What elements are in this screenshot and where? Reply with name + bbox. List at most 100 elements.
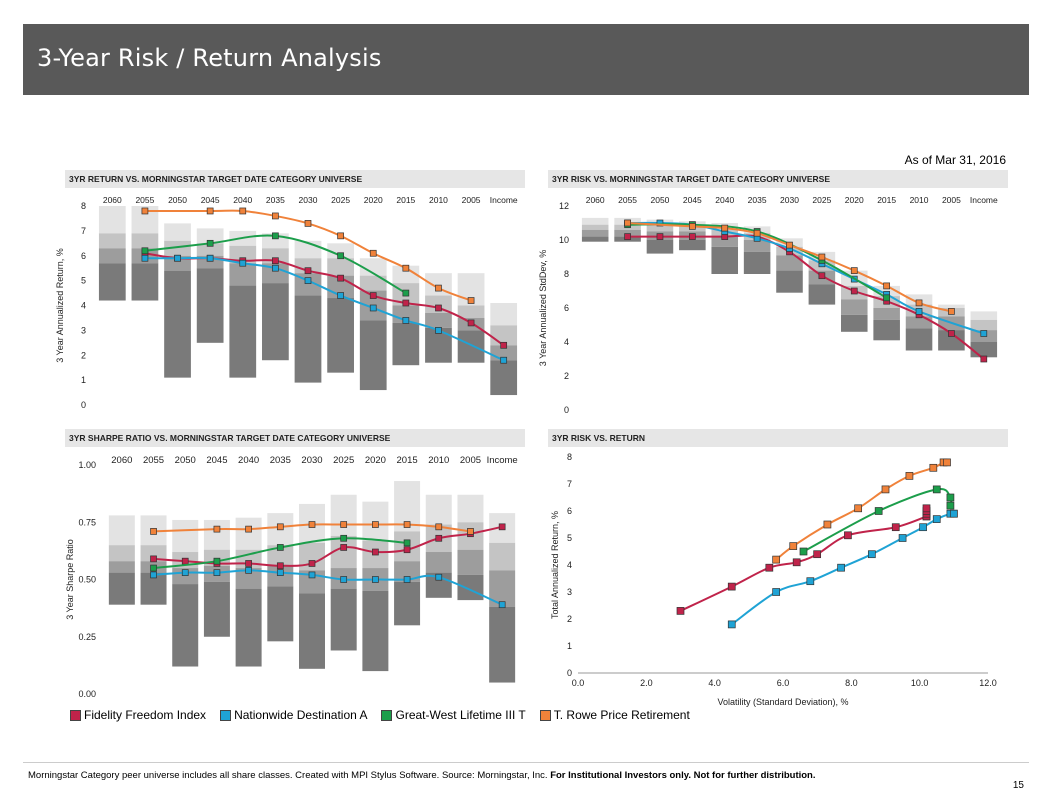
chart-2-series-point	[980, 330, 988, 337]
chart-3-quartile-box	[235, 588, 262, 667]
chart-3-series-point	[245, 566, 252, 574]
chart-1-quartile-box	[196, 243, 224, 256]
chart-1-series-point	[304, 277, 312, 284]
chart-2-quartile-box	[581, 236, 609, 242]
chart-2-vintage-label: 2040	[715, 195, 734, 205]
chart-1-vintage-label: 2035	[266, 195, 285, 205]
legend-swatch-fidelity	[70, 709, 81, 721]
chart-3-series-point	[435, 523, 443, 531]
chart-4-series-point	[874, 507, 883, 515]
chart-2-vintage-label: 2050	[651, 195, 670, 205]
chart-3-series-point	[213, 557, 221, 565]
chart-1-series-point	[272, 212, 279, 220]
chart-3-quartile-box	[299, 593, 325, 669]
chart-3-series-point	[150, 564, 157, 572]
chart-2-vintage-label: 2055	[618, 195, 637, 205]
chart-3-series-point	[150, 528, 157, 535]
chart-4-series-point	[881, 485, 890, 494]
chart-2-series-point	[656, 219, 664, 227]
chart-2-series-point	[883, 294, 891, 302]
chart-3-series-point	[276, 562, 284, 570]
chart-1-quartile-box	[229, 263, 257, 286]
legend-swatch-great-west	[381, 709, 393, 721]
chart-3-y-axis-label: 3 Year Sharpe Ratio	[65, 539, 75, 620]
chart-3-series-point	[403, 576, 411, 583]
chart-1-quartile-box	[359, 258, 387, 276]
chart-2-vintage-label: 2035	[748, 195, 767, 205]
chart-1-series-point	[337, 274, 344, 282]
chart-3-series-point	[150, 555, 157, 563]
chart-2-quartile-box	[840, 314, 868, 332]
legend-swatch-trowe	[539, 709, 551, 721]
chart-3-quartile-box	[457, 494, 484, 523]
chart-1-series-point	[141, 207, 149, 215]
chart-1-y-tick: 4	[81, 301, 86, 311]
chart-3-vintage-label: 2020	[365, 455, 386, 466]
chart-3-series-point	[340, 576, 348, 583]
chart-4-series-point	[823, 520, 832, 529]
page-number: 15	[1012, 780, 1024, 791]
chart-3-quartile-box	[108, 545, 135, 562]
chart-1-quartile-box	[490, 303, 518, 326]
chart-1-series-point	[402, 264, 410, 272]
chart-3-title: 3YR SHARPE RATIO VS. MORNINGSTAR TARGET …	[65, 429, 525, 447]
chart-2-quartile-box	[679, 240, 706, 251]
chart-4-y-tick: 8	[567, 452, 572, 462]
chart-2-quartile-box	[711, 246, 739, 274]
chart-3-series-point	[181, 569, 189, 576]
chart-2-quartile-box	[646, 240, 674, 254]
chart-3-quartile-box	[362, 590, 389, 672]
chart-2-quartile-box	[970, 342, 998, 358]
chart-3-quartile-box	[362, 501, 389, 541]
chart-2-series-point	[850, 267, 858, 274]
chart-3-vintage-label: 2050	[175, 455, 196, 466]
chart-3-series-point	[245, 560, 252, 567]
chart-1-y-tick: 0	[81, 400, 86, 410]
chart-4-title: 3YR RISK VS. RETURN	[548, 429, 1008, 447]
chart-2-quartile-box	[776, 255, 803, 271]
chart-1-quartile-box	[327, 243, 354, 259]
page-title: 3-Year Risk / Return Analysis	[37, 44, 382, 72]
chart-1-series-point	[402, 317, 410, 324]
chart-4-series-point	[799, 547, 808, 556]
chart-2-quartile-box	[711, 236, 739, 247]
chart-4-series-line	[680, 508, 930, 612]
chart-2-y-tick: 12	[559, 201, 569, 211]
chart-2-series-point	[688, 233, 696, 240]
chart-1-quartile-box	[294, 295, 322, 383]
chart-3-quartile-box	[172, 519, 199, 553]
chart-3-quartile-box	[394, 561, 421, 582]
chart-2-quartile-box	[873, 319, 900, 341]
chart-3-y-tick: 1.00	[78, 460, 96, 470]
chart-3-quartile-box	[457, 549, 484, 575]
chart-4-series-point	[929, 463, 938, 472]
chart-2-quartile-box	[970, 319, 998, 331]
chart-3-quartile-box	[203, 519, 230, 550]
chart-2-series-point	[656, 233, 664, 240]
chart-2-vintage-label: 2010	[910, 195, 929, 205]
chart-1-vintage-label: Income	[490, 195, 518, 205]
chart-3-vintage-label: 2040	[238, 455, 259, 466]
chart-4-series-point	[905, 472, 914, 480]
chart-3-series-line	[153, 523, 471, 533]
chart-3-vintage-label: 2045	[206, 455, 227, 466]
chart-4-series-point	[922, 504, 931, 513]
chart-3-quartile-box	[425, 552, 452, 573]
chart-2-series-point	[980, 355, 988, 363]
legend-item-trowe: T. Rowe Price Retirement	[539, 707, 690, 723]
chart-1-quartile-box	[229, 245, 257, 264]
chart-4-series-point	[932, 485, 941, 494]
chart-4-series-point	[946, 501, 955, 510]
chart-3-quartile-box	[330, 494, 357, 536]
chart-1-y-tick: 3	[81, 325, 86, 335]
chart-4-series-point	[898, 534, 907, 542]
chart-4-series-point	[813, 550, 822, 559]
chart-3-series-point	[276, 544, 284, 551]
chart-1-series-point	[369, 292, 377, 299]
chart-3-vintage-label: Income	[487, 455, 518, 466]
chart-1-quartile-box	[98, 263, 126, 301]
chart-4-x-tick: 12.0	[979, 678, 997, 688]
chart-2-vintage-label: 2060	[586, 195, 605, 205]
chart-2-quartile-box	[776, 270, 803, 293]
chart-4-x-axis-label: Volatility (Standard Deviation), %	[717, 697, 848, 707]
